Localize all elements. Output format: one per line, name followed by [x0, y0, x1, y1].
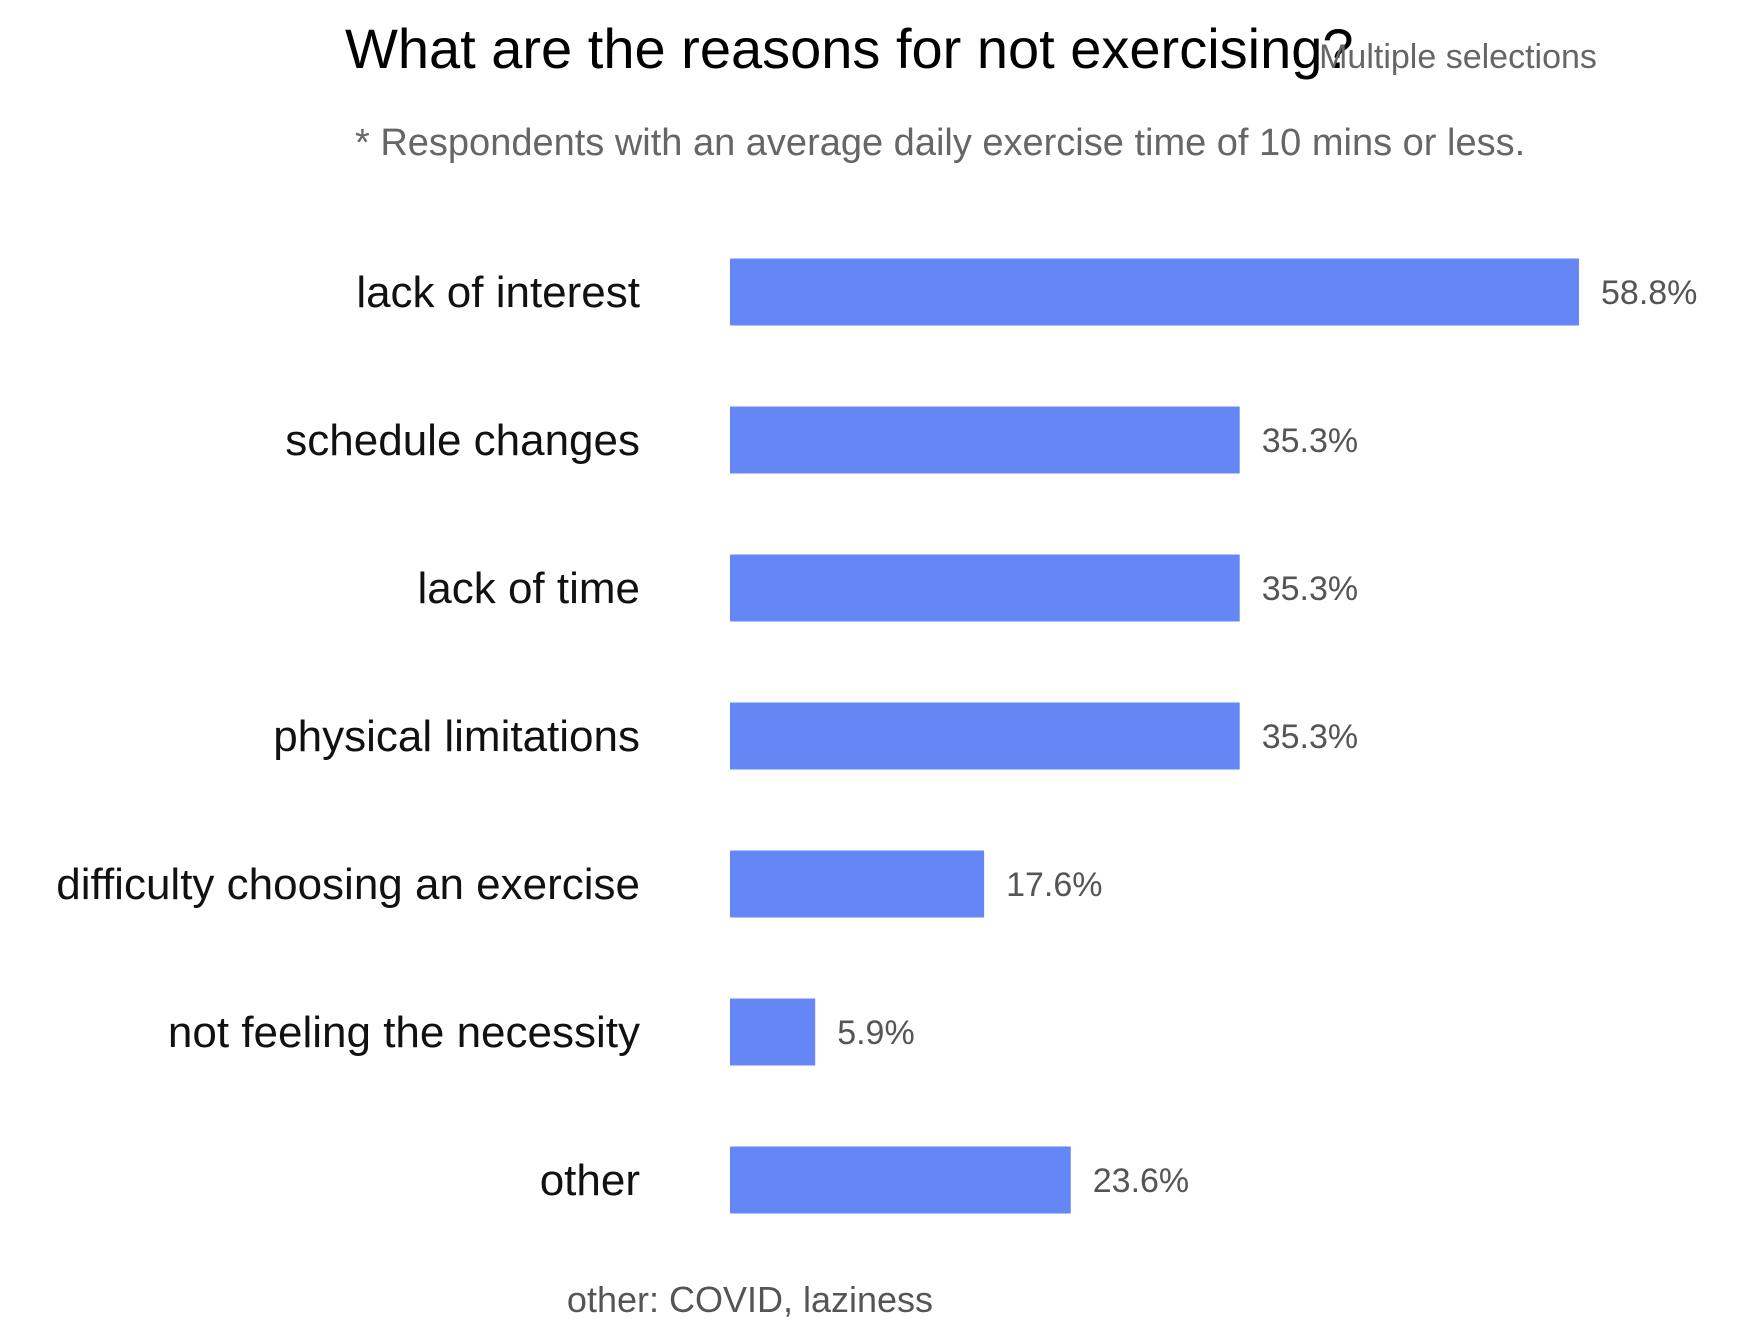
bar [730, 1146, 1071, 1214]
category-label: physical limitations [273, 712, 640, 761]
bar [730, 554, 1240, 622]
bar [730, 998, 816, 1066]
value-label: 17.6% [1006, 866, 1102, 904]
value-label: 5.9% [837, 1014, 915, 1052]
category-label: other [540, 1156, 640, 1205]
category-label: not feeling the necessity [168, 1008, 640, 1057]
bar [730, 850, 985, 918]
category-label: schedule changes [285, 416, 640, 465]
chart-title: What are the reasons for not exercising? [345, 17, 1354, 80]
value-label: 58.8% [1601, 274, 1697, 312]
value-label: 35.3% [1262, 718, 1358, 756]
chart-title-note: Multiple selections [1319, 38, 1597, 76]
category-label: lack of interest [356, 268, 640, 317]
chart-subtitle: * Respondents with an average daily exer… [355, 122, 1525, 164]
bar [730, 406, 1240, 474]
value-label: 35.3% [1262, 570, 1358, 608]
bar [730, 258, 1579, 326]
category-label: difficulty choosing an exercise [56, 860, 640, 909]
bar [730, 702, 1240, 770]
category-label: lack of time [417, 564, 640, 613]
bars-group: lack of interest 58.8% schedule changes 35.… [56, 258, 1697, 1214]
value-label: 23.6% [1093, 1162, 1189, 1200]
chart-footnote: other: COVID, laziness [567, 1279, 933, 1320]
value-label: 35.3% [1262, 422, 1358, 460]
